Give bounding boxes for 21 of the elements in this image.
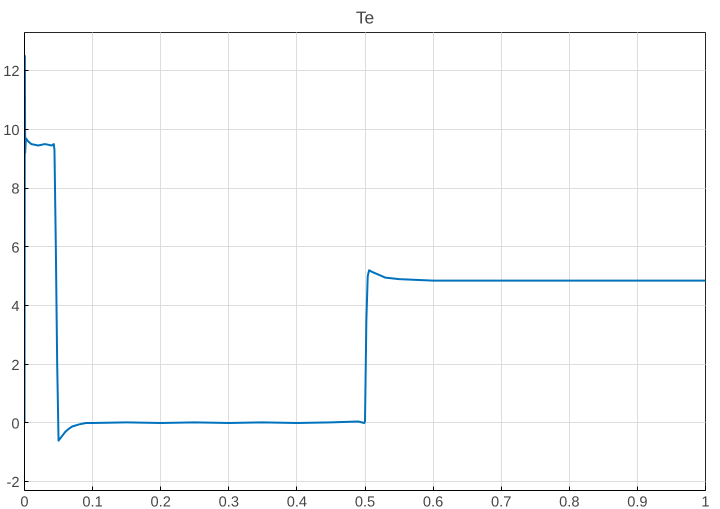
y-tick-label: 2	[11, 358, 20, 374]
y-tick-label: -2	[6, 475, 20, 492]
x-tick-label: 0.2	[150, 494, 171, 509]
y-tick-label: 6	[11, 240, 20, 256]
x-tick-label: 0.4	[286, 494, 308, 509]
y-tick-label: 12	[3, 64, 20, 80]
x-tick-label: 0.5	[354, 494, 376, 509]
x-tick-label: 0.8	[559, 494, 580, 509]
x-tick-label: 0	[20, 494, 29, 509]
x-tick-label: 0.3	[218, 494, 239, 509]
y-tick-label: 0	[11, 416, 20, 432]
line-series	[24, 54, 706, 442]
y-tick-label: 8	[11, 182, 20, 198]
y-tick-label: 4	[11, 299, 20, 316]
x-tick-label: 0.7	[491, 494, 512, 509]
x-tick-label: 0.9	[627, 494, 648, 509]
x-tick-label: 0.6	[422, 494, 444, 509]
x-tick-label: 1	[701, 494, 710, 509]
x-tick-label: 0.1	[82, 494, 103, 509]
chart-title: Te	[356, 8, 374, 28]
y-tick-label: 10	[3, 122, 20, 139]
